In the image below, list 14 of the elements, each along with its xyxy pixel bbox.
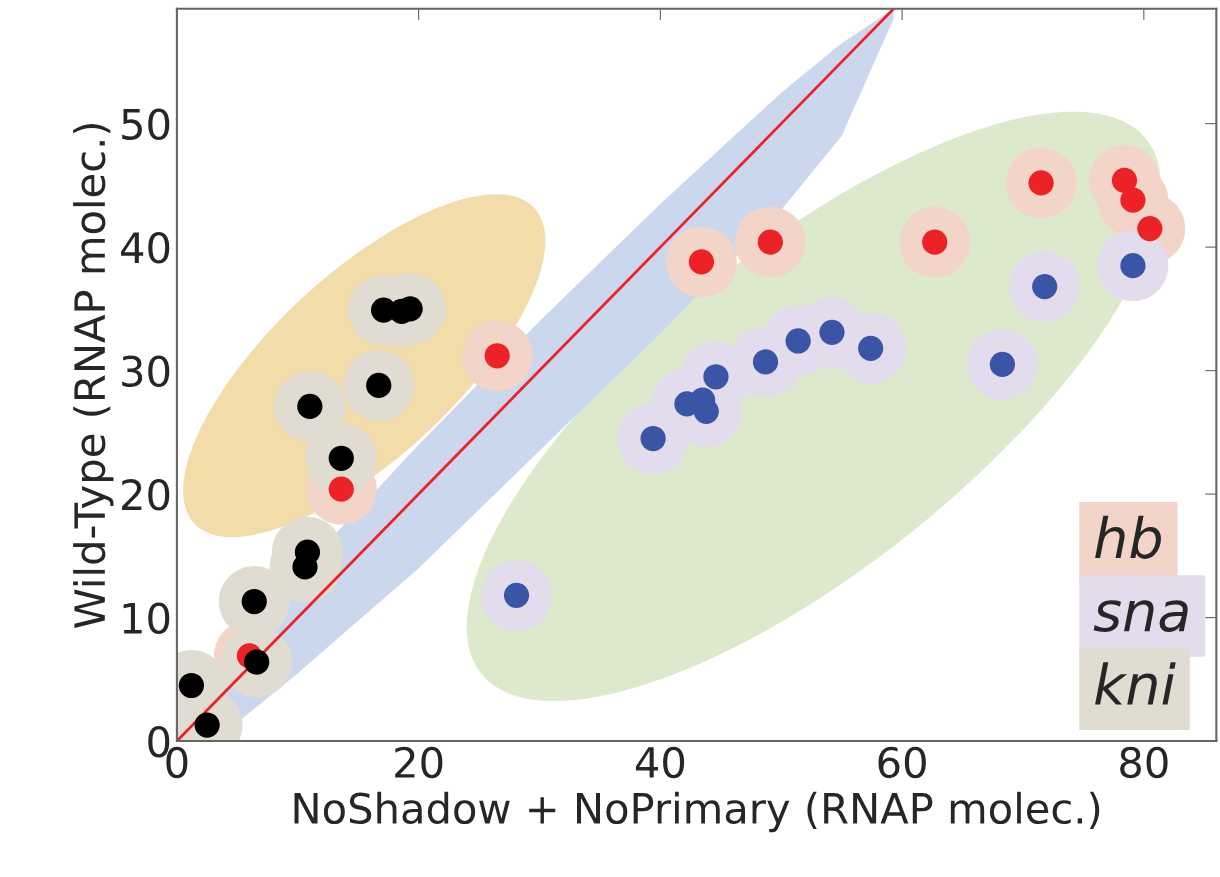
- y-tick-label: 20: [122, 478, 170, 511]
- y-tick-label: 10: [123, 602, 170, 634]
- x-tick-label: 80: [1120, 746, 1168, 779]
- x-tick-label: 20: [395, 746, 443, 779]
- x-tick-label: 40: [635, 746, 685, 779]
- y-tick-label: 40: [121, 232, 170, 264]
- y-axis-title: Wild-Type (RNAP molec.): [73, 124, 114, 629]
- text: sna: [1093, 600, 1188, 633]
- x-axis-title: NoShadow + NoPrimary (RNAP molec.): [294, 791, 1100, 833]
- text: hb: [1095, 515, 1161, 559]
- x-tick-label: 60: [878, 746, 926, 779]
- y-tick-label: 30: [122, 355, 170, 388]
- y-tick-label: 50: [122, 108, 170, 141]
- text: kni: [1095, 662, 1176, 705]
